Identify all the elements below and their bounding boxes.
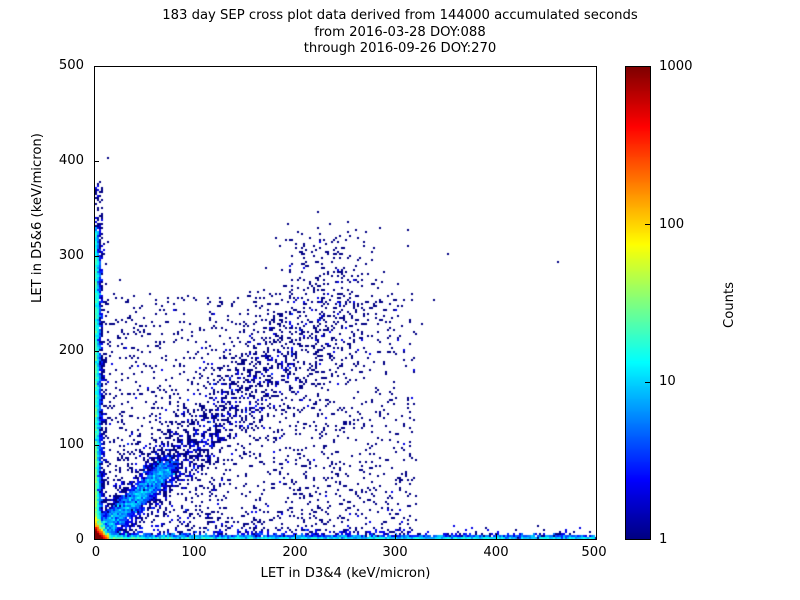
colorbar-tick-100 — [645, 224, 650, 226]
y-tick-300 — [94, 256, 99, 258]
y-tick-label-100: 100 — [58, 437, 84, 452]
colorbar-label-100: 100 — [659, 217, 685, 232]
colorbar-gradient — [625, 66, 651, 540]
y-tick-label-300: 300 — [58, 248, 84, 263]
colorbar-tick-1000 — [645, 66, 650, 68]
y-tick-label-400: 400 — [58, 153, 84, 168]
scatter-data-layer — [95, 67, 596, 539]
y-tick-0 — [94, 539, 99, 541]
chart-title-line-2: from 2016-03-28 DOY:088 — [314, 24, 486, 40]
chart-title-line-1: 183 day SEP cross plot data derived from… — [162, 8, 638, 23]
colorbar-tick-1 — [645, 539, 650, 541]
colorbar-tick-10 — [645, 382, 650, 384]
y-tick-400 — [94, 161, 99, 163]
x-tick-label-100: 100 — [181, 545, 207, 560]
y-tick-100 — [94, 445, 99, 447]
colorbar-container — [625, 66, 651, 540]
x-tick-label-400: 400 — [483, 545, 509, 560]
x-axis-title: LET in D3&4 (keV/micron) — [260, 566, 431, 581]
chart-title-line-3: through 2016-09-26 DOY:270 — [303, 41, 497, 56]
x-tick-0 — [94, 534, 96, 540]
x-tick-500 — [596, 534, 598, 540]
y-tick-label-200: 200 — [58, 343, 84, 358]
x-tick-label-500: 500 — [581, 545, 607, 560]
colorbar-title: Counts — [722, 281, 737, 328]
colorbar-label-1: 1 — [659, 532, 668, 547]
x-tick-400 — [496, 534, 498, 540]
colorbar-label-10: 10 — [659, 374, 676, 389]
chart-title: 183 day SEP cross plot data derived from… — [0, 8, 800, 58]
x-tick-100 — [194, 534, 196, 540]
x-tick-label-0: 0 — [91, 545, 101, 560]
x-tick-label-300: 300 — [382, 545, 408, 560]
y-tick-200 — [94, 351, 99, 353]
y-tick-500 — [94, 66, 99, 68]
plot-area — [94, 66, 597, 540]
y-tick-label-0: 0 — [75, 532, 84, 547]
colorbar-label-1000: 1000 — [659, 59, 693, 74]
y-axis-title: LET in D5&6 (keV/micron) — [30, 133, 45, 303]
x-tick-300 — [395, 534, 397, 540]
x-tick-label-200: 200 — [282, 545, 308, 560]
y-tick-label-500: 500 — [58, 58, 84, 73]
x-tick-200 — [295, 534, 297, 540]
